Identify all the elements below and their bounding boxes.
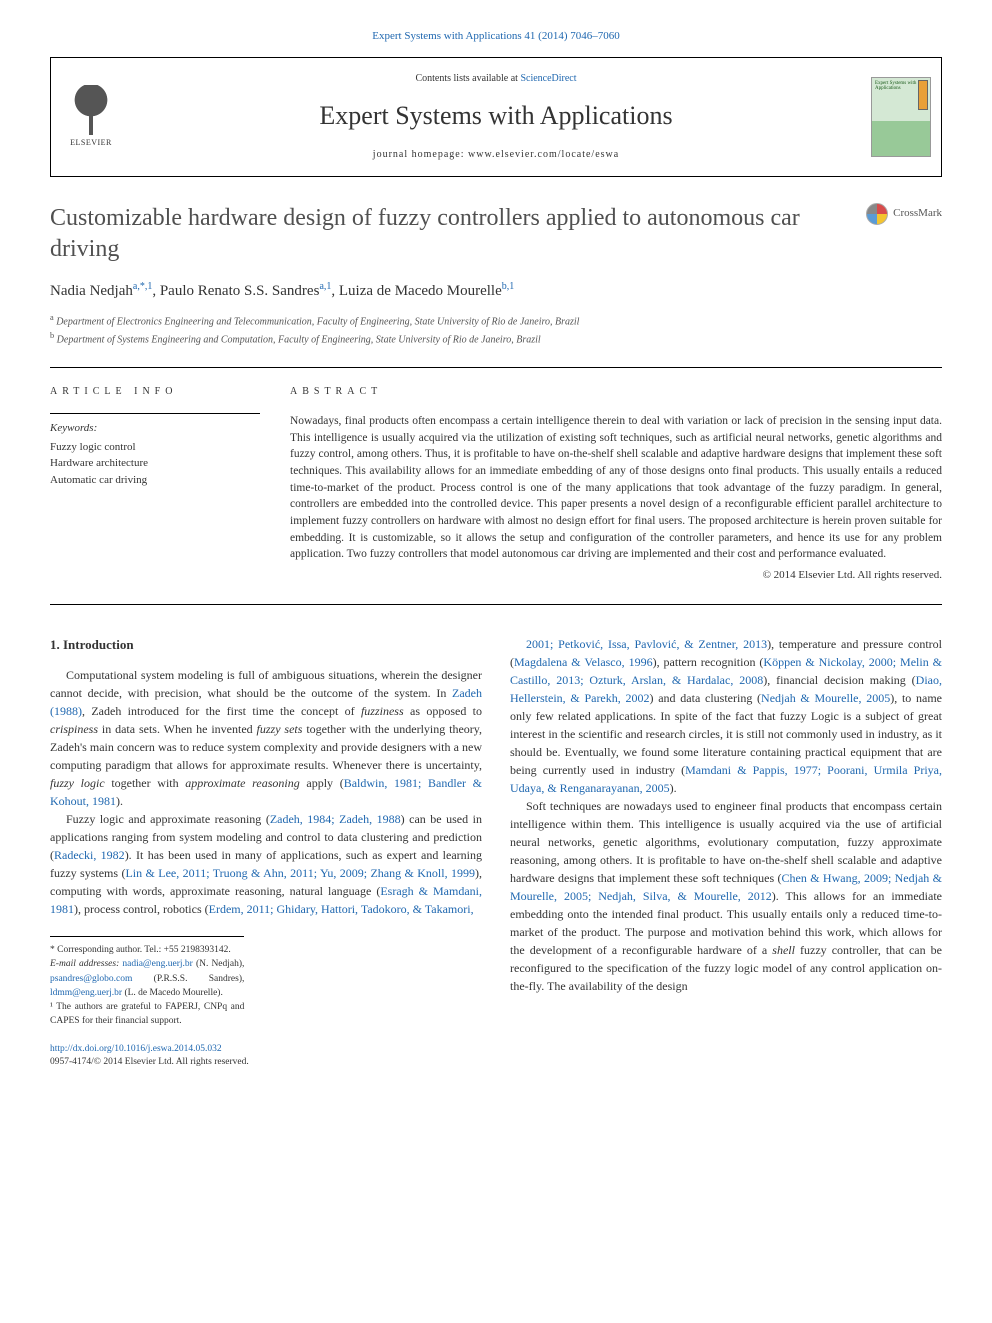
email-link[interactable]: psandres@globo.com — [50, 974, 132, 984]
author: Nadia Nedjaha,*,1 — [50, 283, 152, 299]
paper-title: Customizable hardware design of fuzzy co… — [50, 203, 800, 265]
doi-link[interactable]: http://dx.doi.org/10.1016/j.eswa.2014.05… — [50, 1044, 222, 1054]
keyword: Hardware architecture — [50, 455, 260, 472]
footnotes: * Corresponding author. Tel.: +55 219839… — [50, 936, 244, 1029]
corresponding-author-note: * Corresponding author. Tel.: +55 219839… — [50, 943, 244, 957]
intro-heading: 1. Introduction — [50, 635, 482, 655]
doi-issn-block: http://dx.doi.org/10.1016/j.eswa.2014.05… — [50, 1043, 482, 1070]
journal-cover-cell: Expert Systems with Applications — [861, 58, 941, 176]
email-link[interactable]: nadia@eng.uerj.br — [122, 959, 192, 969]
crossmark-icon — [866, 203, 888, 225]
article-info-heading: ARTICLE INFO — [50, 384, 260, 399]
crossmark-badge[interactable]: CrossMark — [866, 203, 942, 225]
publisher-logo-cell: ELSEVIER — [51, 58, 131, 176]
body-paragraph: 2001; Petković, Issa, Pavlović, & Zentne… — [510, 635, 942, 797]
sciencedirect-link[interactable]: ScienceDirect — [520, 73, 576, 84]
email-addresses: E-mail addresses: nadia@eng.uerj.br (N. … — [50, 957, 244, 1000]
affiliation: b Department of Systems Engineering and … — [50, 330, 942, 347]
author: Luiza de Macedo Mourelleb,1 — [339, 283, 514, 299]
crossmark-label: CrossMark — [893, 205, 942, 222]
body-two-columns: 1. Introduction Computational system mod… — [50, 635, 942, 1070]
body-paragraph: Soft techniques are nowadays used to eng… — [510, 797, 942, 995]
issn-line: 0957-4174/© 2014 Elsevier Ltd. All right… — [50, 1057, 249, 1067]
emails-label: E-mail addresses: — [50, 959, 119, 969]
abstract-copyright: © 2014 Elsevier Ltd. All rights reserved… — [290, 567, 942, 584]
article-info-column: ARTICLE INFO Keywords: Fuzzy logic contr… — [50, 384, 260, 584]
keyword: Fuzzy logic control — [50, 439, 260, 456]
cover-bar-icon — [918, 80, 928, 110]
right-column: 2001; Petković, Issa, Pavlović, & Zentne… — [510, 635, 942, 1070]
divider-bottom — [50, 604, 942, 605]
elsevier-tree-icon — [71, 85, 111, 135]
keywords-label: Keywords: — [50, 413, 260, 437]
abstract-column: ABSTRACT Nowadays, final products often … — [290, 384, 942, 584]
keywords-list: Fuzzy logic controlHardware architecture… — [50, 439, 260, 489]
abstract-heading: ABSTRACT — [290, 384, 942, 399]
contents-prefix: Contents lists available at — [415, 73, 520, 84]
author: Paulo Renato S.S. Sandresa,1 — [160, 283, 332, 299]
funding-note: ¹ The authors are grateful to FAPERJ, CN… — [50, 1000, 244, 1029]
email-link[interactable]: ldmm@eng.uerj.br — [50, 988, 122, 998]
elsevier-logo: ELSEVIER — [61, 79, 121, 154]
affiliations: a Department of Electronics Engineering … — [50, 312, 942, 347]
journal-header-center: Contents lists available at ScienceDirec… — [131, 58, 861, 176]
citation-line: Expert Systems with Applications 41 (201… — [50, 28, 942, 45]
journal-homepage: journal homepage: www.elsevier.com/locat… — [373, 147, 619, 162]
publisher-name: ELSEVIER — [70, 137, 112, 149]
abstract-text: Nowadays, final products often encompass… — [290, 413, 942, 563]
body-paragraph: Computational system modeling is full of… — [50, 666, 482, 810]
journal-cover-thumbnail: Expert Systems with Applications — [871, 77, 931, 157]
keyword: Automatic car driving — [50, 472, 260, 489]
journal-header: ELSEVIER Contents lists available at Sci… — [50, 57, 942, 177]
left-column: 1. Introduction Computational system mod… — [50, 635, 482, 1070]
journal-title: Expert Systems with Applications — [319, 96, 672, 135]
body-paragraph: Fuzzy logic and approximate reasoning (Z… — [50, 810, 482, 918]
contents-lists-line: Contents lists available at ScienceDirec… — [415, 71, 576, 86]
affiliation: a Department of Electronics Engineering … — [50, 312, 942, 329]
authors-line: Nadia Nedjaha,*,1, Paulo Renato S.S. San… — [50, 279, 942, 303]
